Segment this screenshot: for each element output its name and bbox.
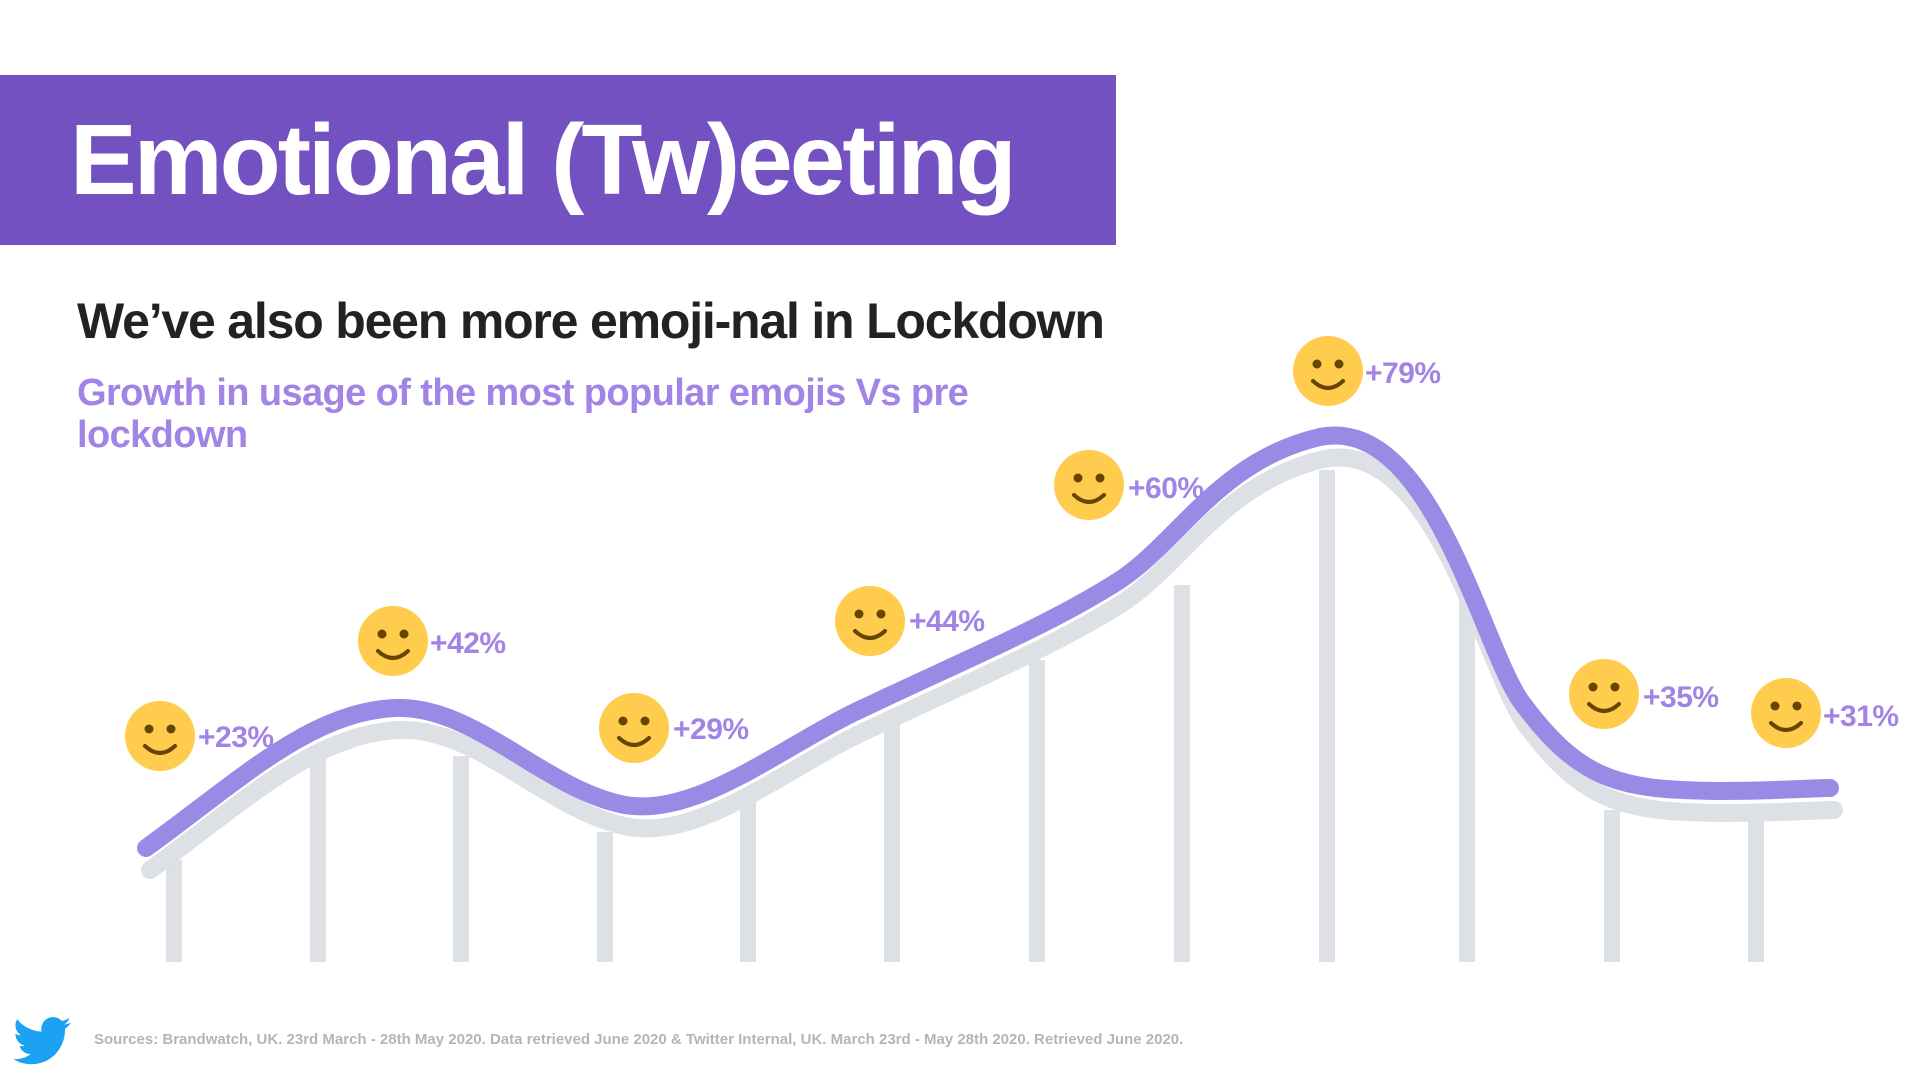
data-marks: +23% +42% +29% +44% +60% +79% +35% +31%	[125, 336, 1899, 771]
face-with-tears-of-joy-icon	[1569, 659, 1639, 729]
support-post	[1319, 470, 1335, 962]
twitter-bird-icon	[14, 1017, 72, 1065]
support-post	[884, 718, 900, 962]
sources-footnote: Sources: Brandwatch, UK. 23rd March - 28…	[94, 1031, 1184, 1048]
data-label: +29%	[673, 713, 749, 746]
data-label: +60%	[1128, 472, 1204, 505]
beaming-face-with-smiling-eyes-icon	[1751, 678, 1821, 748]
series-line	[137, 426, 1839, 857]
pleading-face-icon	[1293, 336, 1363, 406]
headline: We’ve also been more emoji-nal in Lockdo…	[77, 293, 1105, 349]
support-post	[1459, 600, 1475, 962]
smiling-face-icon	[835, 586, 905, 656]
chart-subtitle: Growth in usage of the most popular emoj…	[77, 372, 969, 456]
data-label: +79%	[1365, 357, 1441, 390]
coaster-supports	[166, 470, 1764, 962]
data-label: +23%	[198, 721, 274, 754]
data-label: +31%	[1823, 700, 1899, 733]
support-post	[1748, 815, 1764, 962]
loudly-crying-face-icon	[1054, 450, 1124, 520]
support-post	[1174, 585, 1190, 962]
title-banner	[0, 75, 1116, 245]
support-post	[1604, 810, 1620, 962]
data-label: +44%	[909, 605, 985, 638]
series-line-shadow	[141, 448, 1843, 879]
support-post	[740, 800, 756, 962]
support-post	[166, 860, 182, 962]
support-post	[597, 832, 613, 962]
smiling-face-with-heart-eyes-icon	[599, 693, 669, 763]
data-label: +35%	[1643, 681, 1719, 714]
winking-face-icon	[125, 701, 195, 771]
data-label: +42%	[430, 627, 506, 660]
support-post	[453, 756, 469, 962]
rolling-on-the-floor-laughing-icon	[358, 606, 428, 676]
support-post	[310, 746, 326, 962]
support-post	[1029, 660, 1045, 962]
page-title: Emotional (Tw)eeting	[70, 104, 1017, 216]
